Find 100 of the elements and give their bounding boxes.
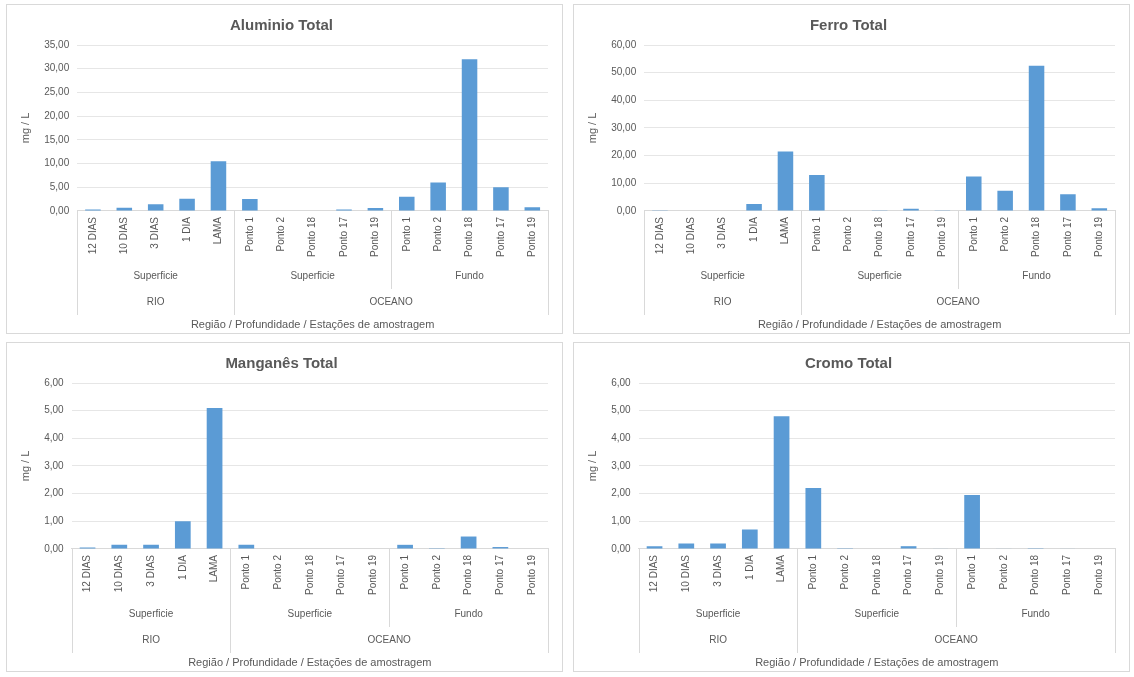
- x-tick-label: Ponto 17: [904, 216, 916, 258]
- text: Superficie: [290, 269, 336, 281]
- x-tick-label: 1 DIA: [743, 554, 755, 580]
- bar: [678, 543, 695, 549]
- bar: [997, 190, 1013, 211]
- x-tick-label: Ponto 17: [1061, 554, 1073, 596]
- x-tick-label: Ponto 2: [430, 554, 442, 590]
- text: Fundo: [1021, 607, 1051, 619]
- x-tick-label: Ponto 19: [1092, 554, 1104, 596]
- bar: [242, 199, 258, 211]
- text: Fundo: [455, 269, 485, 281]
- x-tick-label: Ponto 18: [462, 554, 474, 596]
- y-tick-label: 6,00: [44, 376, 65, 388]
- y-tick-label: 25,00: [44, 86, 70, 98]
- y-tick-label: 30,00: [44, 62, 70, 74]
- bar: [805, 488, 822, 549]
- x-tick-label: Ponto 19: [934, 554, 946, 596]
- x-tick-label: Ponto 18: [1030, 216, 1042, 258]
- x-tick-label: Ponto 2: [838, 554, 850, 590]
- x-tick-label: 12 DIAS: [86, 216, 98, 255]
- x-tick-label: 3 DIAS: [711, 554, 723, 587]
- x-tick-label: 10 DIAS: [118, 216, 130, 255]
- y-tick-label: 1,00: [611, 515, 632, 527]
- text: Superficie: [287, 607, 333, 619]
- y-tick-label: 20,00: [611, 149, 637, 161]
- bar: [809, 175, 825, 211]
- y-tick-label: 6,00: [611, 376, 632, 388]
- y-axis-title: mg / L: [585, 450, 598, 482]
- bar: [461, 59, 478, 211]
- x-tick-label: 1 DIA: [747, 216, 759, 242]
- x-tick-label: Ponto 19: [367, 554, 379, 596]
- x-axis-title: Região / Profundidade / Estações de amostragem: [757, 318, 1002, 331]
- chart-title: Cromo Total: [804, 354, 893, 372]
- bar: [964, 495, 980, 549]
- x-tick-label: 12 DIAS: [81, 554, 93, 593]
- y-tick-label: 0,00: [616, 204, 637, 216]
- y-tick-label: 10,00: [44, 157, 70, 169]
- y-axis-title: mg / L: [18, 112, 31, 144]
- y-tick-label: 4,00: [611, 432, 632, 444]
- x-tick-label: Ponto 2: [998, 216, 1010, 252]
- bar: [1028, 65, 1045, 211]
- bar: [399, 196, 415, 211]
- bar: [210, 161, 227, 211]
- text: Fundo: [454, 607, 484, 619]
- x-tick-label: Ponto 18: [870, 554, 882, 596]
- x-tick-label: 12 DIAS: [653, 216, 665, 255]
- x-axis-title: Região / Profundidade / Estações de amostragem: [188, 656, 432, 669]
- x-tick-label: Ponto 1: [965, 554, 977, 590]
- y-tick-label: 0,00: [49, 204, 70, 216]
- x-tick-label: Ponto 19: [526, 216, 538, 258]
- x-tick-label: Ponto 1: [967, 216, 979, 252]
- text: Superficie: [854, 607, 900, 619]
- x-tick-label: 3 DIAS: [716, 216, 728, 249]
- x-tick-label: Ponto 2: [274, 216, 286, 252]
- y-tick-label: 5,00: [44, 404, 65, 416]
- x-tick-label: Ponto 2: [271, 554, 283, 590]
- y-tick-label: 2,00: [44, 487, 65, 499]
- x-tick-label: 10 DIAS: [680, 554, 692, 593]
- x-tick-label: Ponto 1: [398, 554, 410, 590]
- x-axis-title: Região / Profundidade / Estações de amostragem: [755, 656, 999, 669]
- x-axis-title: Região / Profundidade / Estações de amostragem: [190, 318, 435, 331]
- x-tick-label: Ponto 1: [240, 554, 252, 590]
- y-tick-label: 40,00: [611, 94, 637, 106]
- y-axis-title: mg / L: [18, 450, 31, 482]
- text: RIO: [146, 295, 165, 307]
- x-tick-label: Ponto 2: [997, 554, 1009, 590]
- x-tick-label: Ponto 17: [494, 554, 506, 596]
- text: RIO: [713, 295, 732, 307]
- text: OCEANO: [936, 295, 980, 307]
- y-tick-label: 2,00: [611, 487, 632, 499]
- chart-title: Ferro Total: [809, 16, 888, 34]
- x-tick-label: LAMA: [775, 554, 787, 583]
- x-tick-label: Ponto 17: [337, 216, 349, 258]
- bar: [430, 182, 446, 211]
- x-tick-label: Ponto 18: [1029, 554, 1041, 596]
- y-tick-label: 1,00: [44, 515, 65, 527]
- y-tick-label: 5,00: [49, 181, 70, 193]
- text: OCEANO: [367, 633, 412, 645]
- x-tick-label: 10 DIAS: [113, 554, 125, 593]
- bar: [777, 151, 794, 211]
- bar: [710, 543, 726, 549]
- x-tick-label: Ponto 1: [810, 216, 822, 252]
- x-tick-label: LAMA: [208, 554, 220, 583]
- x-tick-label: Ponto 17: [902, 554, 914, 596]
- y-tick-label: 30,00: [611, 121, 637, 133]
- x-tick-label: 3 DIAS: [149, 216, 161, 249]
- x-tick-label: Ponto 1: [400, 216, 412, 252]
- x-tick-label: Ponto 2: [431, 216, 443, 252]
- x-tick-label: Ponto 2: [841, 216, 853, 252]
- x-tick-label: 1 DIA: [180, 216, 192, 242]
- y-tick-label: 60,00: [611, 38, 637, 50]
- bar: [179, 198, 195, 211]
- text: RIO: [709, 633, 728, 645]
- bar: [206, 407, 223, 549]
- text: Superficie: [857, 269, 903, 281]
- bar: [746, 204, 762, 211]
- x-tick-label: Ponto 17: [494, 216, 506, 258]
- y-tick-label: 20,00: [44, 109, 70, 121]
- y-axis-title: mg / L: [585, 112, 598, 144]
- text: Superficie: [695, 607, 741, 619]
